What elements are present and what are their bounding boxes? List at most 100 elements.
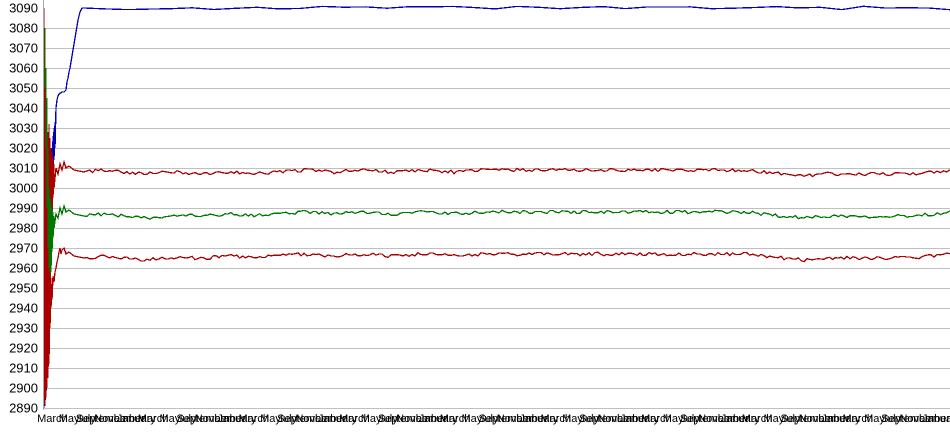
x-tick-label: January [821,413,861,425]
gridline [44,388,950,389]
x-axis: March May July September November January Marc… [37,410,950,435]
x-tick-label: July [780,413,801,425]
x-tick-label: May [662,413,684,425]
x-tick-label: November [698,413,749,425]
y-tick-label: 3080 [9,20,38,36]
x-tick-label: July [680,413,700,425]
gridline [44,108,950,109]
y-tick-label: 3010 [9,160,38,176]
y-tick-label: 3040 [9,100,38,116]
x-tick-label: July [579,413,600,425]
x-tick-label: September [780,413,835,425]
x-tick-label: November [295,413,347,425]
x-tick-label: November [597,413,649,425]
series-line-green-series [44,8,950,409]
x-tick-label: July [478,413,499,425]
gridline [44,48,950,49]
x-tick-label: November [899,413,950,425]
y-tick-label: 2910 [9,360,38,376]
gridline [44,328,950,329]
x-tick-label: March [37,413,68,425]
x-tick-label: March [741,413,773,425]
x-tick-label: November [94,413,145,425]
gridline [44,308,950,309]
x-tick-label: September [75,413,130,425]
y-axis: 3090 3080 3070 3060 3050 3040 3030 3020 3010 3000… [0,0,41,435]
gridline [44,208,950,209]
gridline [44,368,950,369]
series-line-red-upper-series [44,8,950,409]
gridline [44,268,950,269]
x-tick-label: September [277,413,331,425]
x-tick-label: November [798,413,850,425]
x-tick-label: November [396,413,447,425]
x-tick-label: May [260,413,281,425]
y-tick-label: 3070 [9,40,38,56]
x-tick-label: May [360,413,382,425]
x-tick-label: May [864,413,885,425]
series-layer [44,5,950,409]
gridline [44,28,950,29]
x-tick-label: March [540,413,571,425]
x-tick-label: May [159,413,181,425]
x-tick-label: March [238,413,269,425]
gridline [44,148,950,149]
x-tick-label: November [496,413,548,425]
y-tick-label: 3030 [9,120,38,136]
y-tick-label: 2890 [9,400,38,416]
y-tick-label: 3060 [9,60,38,76]
y-tick-label: 2970 [9,240,38,256]
x-tick-label: January [922,413,950,425]
x-tick-label: January [519,413,559,425]
x-tick-label: May [58,413,80,425]
gridline [44,288,950,289]
gridline [44,248,950,249]
y-tick-label: 3050 [9,80,38,96]
x-tick-label: July [277,413,298,425]
y-tick-label: 2920 [9,340,38,356]
y-tick-label: 2980 [9,220,38,236]
y-tick-label: 2950 [9,280,38,296]
y-tick-label: 2930 [9,320,38,336]
x-tick-label: September [679,413,734,425]
x-tick-label: July [378,413,398,425]
x-tick-label: March [137,413,169,425]
gridline [44,68,950,69]
x-tick-label: January [720,413,760,425]
x-tick-label: September [881,413,935,425]
y-tick-label: 2900 [9,380,38,396]
x-tick-label: March [339,413,370,425]
series-line-red-lower-series [44,8,950,409]
x-tick-label: July [881,413,902,425]
x-tick-label: May [461,413,483,425]
plot-area [44,0,950,410]
gridline [44,188,950,189]
y-tick-label: 2960 [9,260,38,276]
x-tick-label: January [116,413,156,425]
x-tick-label: March [842,413,873,425]
x-tick-label: May [763,413,785,425]
gridline [44,228,950,229]
y-tick-label: 2990 [9,200,38,216]
x-tick-label: January [418,413,458,425]
x-tick-label: November [194,413,246,425]
x-tick-label: September [377,413,432,425]
x-tick-label: September [478,413,533,425]
x-tick-label: January [217,413,257,425]
x-tick-label: January [318,413,358,425]
y-tick-label: 3090 [9,0,38,16]
gridline [44,348,950,349]
gridlines [44,0,950,410]
x-tick-label: July [76,413,96,425]
gridline [44,128,950,129]
x-tick-label: July [176,413,197,425]
x-tick-label: September [176,413,231,425]
x-tick-label: September [579,413,633,425]
gridline [44,408,950,409]
x-tick-label: March [439,413,471,425]
x-tick-label: March [641,413,672,425]
gridline [44,168,950,169]
series-line-blue-series [44,5,950,407]
x-tick-label: January [620,413,660,425]
